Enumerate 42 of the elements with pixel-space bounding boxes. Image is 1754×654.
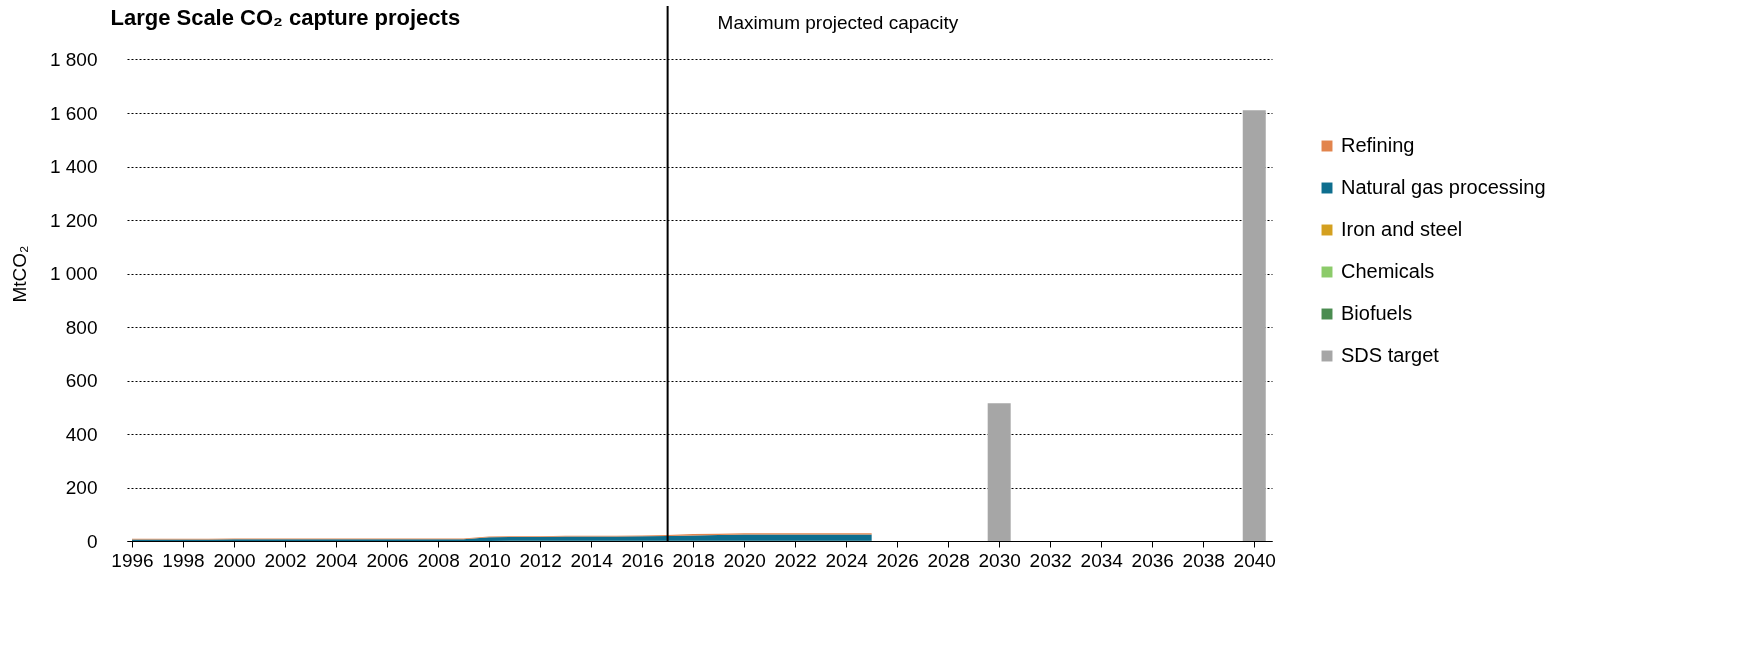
legend-label: Chemicals <box>1341 260 1435 282</box>
x-tick-label: 2002 <box>264 549 307 571</box>
x-tick-label: 2036 <box>1131 549 1174 571</box>
x-tick-label: 2014 <box>570 549 614 571</box>
y-tick-label: 0 <box>86 530 98 552</box>
x-tick-label: 2030 <box>978 549 1021 571</box>
x-tick-label: 2004 <box>315 549 359 571</box>
y-tick-label: 200 <box>65 477 98 498</box>
x-tick-label: 2026 <box>876 549 919 571</box>
x-tick-label: 2018 <box>672 549 715 571</box>
x-tick-label: 2024 <box>825 549 869 571</box>
y-tick-label: 1 400 <box>49 156 98 177</box>
y-tick-label: 600 <box>65 370 98 391</box>
x-tick-label: 2010 <box>468 549 511 571</box>
x-tick-label: 2012 <box>519 549 562 571</box>
x-tick-label: 2008 <box>417 549 460 571</box>
y-tick-label: 1 800 <box>49 49 98 70</box>
y-tick-label: 800 <box>65 316 98 338</box>
legend-label: Biofuels <box>1341 302 1413 324</box>
x-tick-label: 2016 <box>621 549 664 571</box>
x-tick-label: 2006 <box>366 549 409 571</box>
x-tick-label: 2020 <box>723 549 766 571</box>
legend-label: Refining <box>1341 134 1415 156</box>
x-tick-label: 2028 <box>927 549 970 571</box>
legend-label: Iron and steel <box>1341 218 1463 240</box>
x-tick-label: 1998 <box>162 549 205 571</box>
y-tick-label: 400 <box>65 423 98 445</box>
x-tick-label: 2034 <box>1080 549 1124 571</box>
ref-line-label: Maximum projected capacity <box>717 12 959 33</box>
x-tick-label: 1996 <box>111 549 154 571</box>
y-tick-label: 1 600 <box>49 102 98 124</box>
legend-label: SDS target <box>1341 344 1440 366</box>
x-tick-label: 2040 <box>1233 549 1276 571</box>
y-tick-label: 1 000 <box>49 263 98 284</box>
x-tick-label: 2032 <box>1029 549 1072 571</box>
y-tick-label: 1 200 <box>49 209 98 231</box>
x-tick-label: 2038 <box>1182 549 1225 571</box>
y-axis-title: MtCO₂ <box>8 245 30 303</box>
chart-title: Large Scale CO₂ capture projects <box>110 5 461 30</box>
x-tick-label: 2022 <box>774 549 817 571</box>
legend-label: Natural gas processing <box>1341 176 1546 198</box>
x-tick-label: 2000 <box>213 549 256 571</box>
